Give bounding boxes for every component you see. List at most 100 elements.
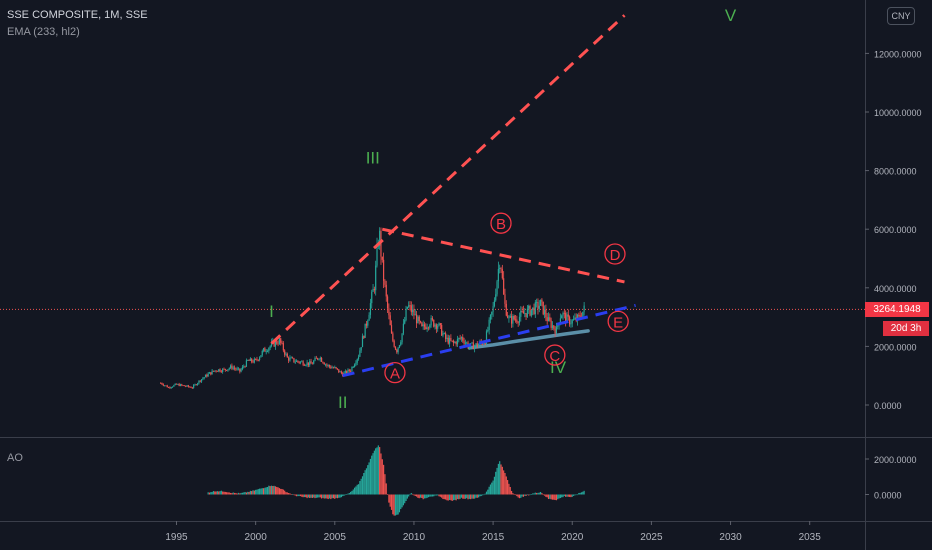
ao-bar (446, 494, 448, 501)
candle-body (191, 387, 193, 389)
candle-body (259, 357, 261, 360)
ao-bar (417, 494, 419, 498)
candle-body (501, 269, 503, 279)
ao-bar (310, 494, 312, 498)
candle-body (377, 246, 379, 247)
candle-body (331, 367, 333, 369)
candle-body (521, 310, 523, 312)
candle-body (164, 385, 166, 387)
ao-bar (551, 494, 554, 500)
candle-body (477, 344, 480, 347)
candle-body (211, 370, 213, 375)
ao-bar (576, 494, 579, 496)
candle-body (442, 333, 444, 336)
wave-circle-C (544, 344, 566, 366)
ao-bar (520, 494, 522, 498)
candle-body (462, 337, 464, 341)
candle-body (252, 361, 254, 363)
candle-body (183, 385, 186, 387)
ao-bar (365, 468, 368, 495)
candle-body (554, 328, 556, 334)
ao-bar (578, 492, 580, 495)
candle-body (328, 365, 331, 367)
candle-body (197, 383, 199, 385)
candle-body (446, 337, 448, 339)
candle-body (326, 364, 328, 366)
candle-body (493, 300, 496, 307)
ao-bar (447, 494, 449, 501)
candle-body (257, 359, 259, 361)
candle-body (422, 324, 424, 327)
candle-body (274, 341, 277, 347)
ao-indicator-label[interactable]: AO (7, 452, 23, 464)
currency-badge[interactable]: CNY (887, 7, 915, 25)
candle-body (413, 309, 415, 316)
candle-body (324, 364, 327, 366)
candle-body (256, 359, 258, 361)
ao-bar (273, 485, 275, 495)
candle-body (561, 315, 563, 319)
candle-body (291, 357, 294, 359)
candle-body (306, 362, 308, 366)
ao-bar (445, 494, 447, 500)
time-tick-label: 1995 (165, 532, 188, 543)
ao-bar (216, 491, 218, 495)
ao-bar (235, 493, 237, 495)
candle-body (245, 360, 248, 367)
ao-bar (463, 494, 465, 499)
candle-body (410, 305, 412, 313)
candle-body (280, 338, 282, 343)
candle-body (496, 281, 498, 295)
candle-body (339, 371, 341, 373)
candle-body (415, 314, 418, 324)
candle-body (215, 370, 217, 372)
ao-bar (280, 488, 282, 495)
wave-label-IV: IV (550, 358, 567, 377)
candle-body (319, 357, 321, 360)
ao-bar (259, 488, 261, 495)
candle-body (372, 288, 374, 292)
candle-body (269, 345, 271, 348)
ema-indicator-label[interactable]: EMA (233, hl2) (7, 26, 80, 38)
ao-bar (545, 494, 547, 497)
candle-body (421, 322, 423, 327)
ao-bar (269, 486, 271, 495)
ao-bar (369, 458, 372, 495)
candle-body (487, 330, 489, 332)
ao-bar (344, 494, 346, 496)
candle-body (336, 368, 339, 370)
ao-bar (340, 494, 342, 498)
candle-body (249, 358, 251, 361)
candle-body (497, 269, 499, 282)
ao-bar (433, 494, 435, 497)
candle-body (517, 322, 519, 324)
candle-body (491, 311, 493, 315)
candle-body (538, 305, 540, 309)
symbol-title[interactable]: SSE COMPOSITE, 1M, SSE (7, 9, 148, 21)
candle-body (179, 384, 182, 386)
candle-body (489, 314, 492, 320)
candle-body (289, 357, 291, 361)
ao-bar (293, 494, 295, 496)
candle-body (255, 358, 257, 360)
ao-bar (277, 487, 279, 495)
ao-bar (495, 471, 497, 495)
candle-body (178, 384, 180, 386)
candle-body (557, 325, 559, 327)
ao-bar (346, 494, 348, 495)
ao-bar (309, 494, 311, 498)
time-tick-label: 2000 (245, 532, 268, 543)
candle-body (239, 368, 241, 372)
ao-bar (239, 493, 241, 495)
candle-body (447, 337, 449, 344)
ao-bar (207, 492, 209, 495)
candle-body (571, 320, 573, 324)
ao-bar (406, 494, 408, 499)
ao-bar (546, 494, 548, 498)
ao-bar (244, 491, 246, 495)
candle-body (214, 370, 216, 372)
candle-body (323, 362, 325, 365)
ao-bar (472, 494, 474, 499)
ao-bar (375, 448, 377, 495)
